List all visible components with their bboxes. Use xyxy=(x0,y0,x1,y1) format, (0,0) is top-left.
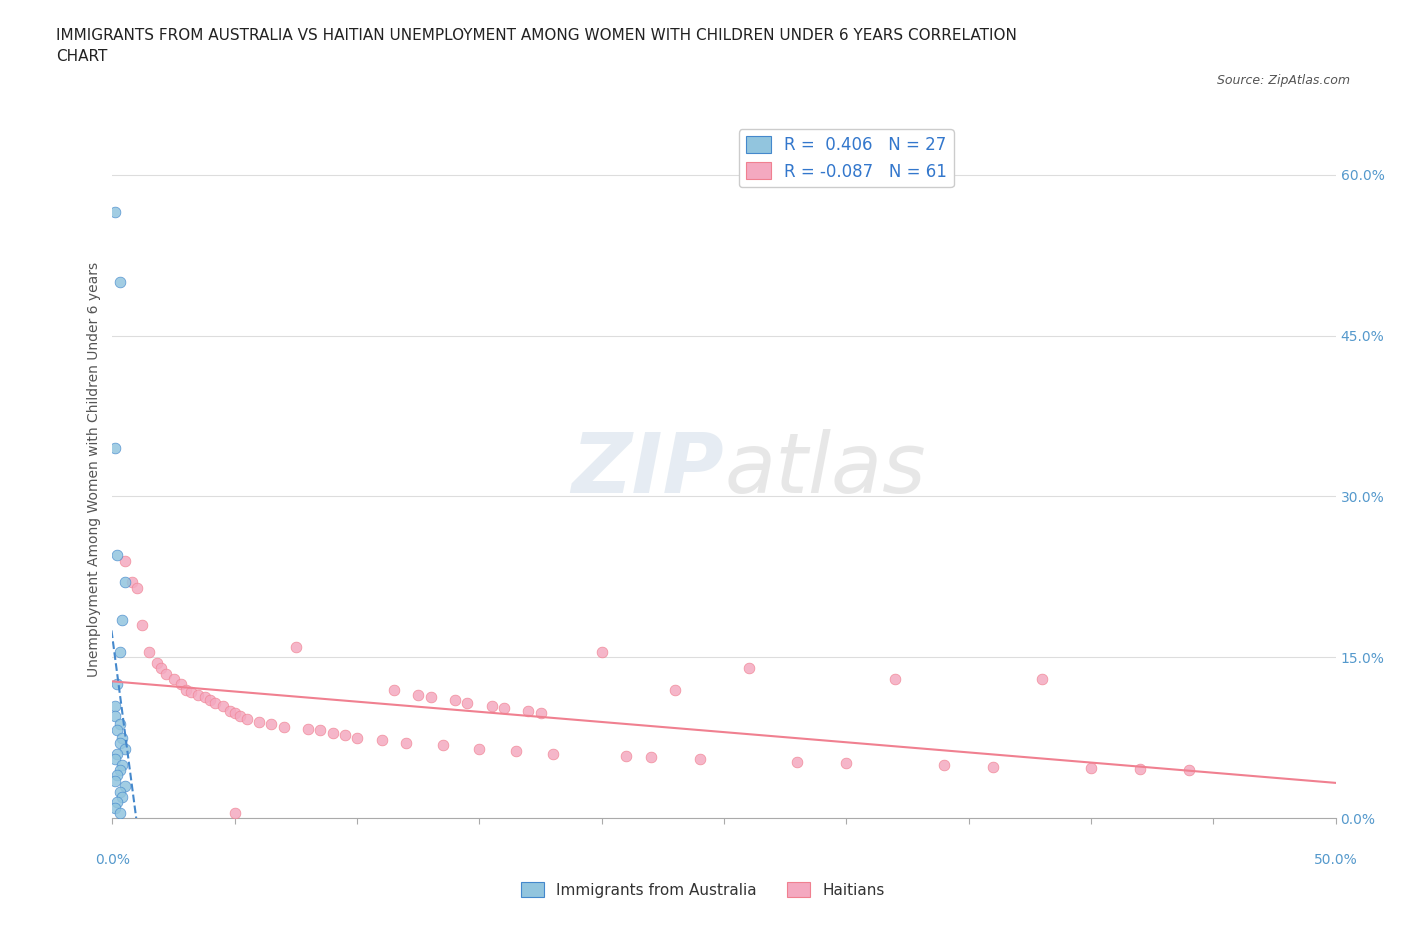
Point xyxy=(309,723,332,737)
Point xyxy=(200,693,222,708)
Point xyxy=(111,757,134,772)
Point xyxy=(529,706,551,721)
Point xyxy=(664,683,686,698)
Point xyxy=(108,805,131,820)
Point xyxy=(211,698,233,713)
Text: atlas: atlas xyxy=(724,429,925,511)
Point xyxy=(934,757,956,772)
Point xyxy=(170,677,193,692)
Point xyxy=(104,441,127,456)
Text: 0.0%: 0.0% xyxy=(96,854,129,868)
Point xyxy=(105,747,128,762)
Text: Source: ZipAtlas.com: Source: ZipAtlas.com xyxy=(1216,74,1350,87)
Point xyxy=(835,755,858,770)
Point xyxy=(108,644,131,659)
Point xyxy=(187,687,209,702)
Point xyxy=(145,656,167,671)
Point xyxy=(104,800,127,815)
Point xyxy=(138,644,160,659)
Point xyxy=(786,754,808,769)
Point xyxy=(370,733,392,748)
Point xyxy=(108,784,131,799)
Point xyxy=(180,684,202,699)
Point xyxy=(104,698,127,713)
Point xyxy=(456,695,478,710)
Point xyxy=(105,677,128,692)
Point xyxy=(131,618,153,632)
Point xyxy=(114,553,136,568)
Point xyxy=(228,709,250,724)
Point xyxy=(247,714,270,729)
Point xyxy=(492,700,515,715)
Point xyxy=(444,693,467,708)
Point xyxy=(591,644,613,659)
Text: ZIP: ZIP xyxy=(571,429,724,511)
Point xyxy=(104,205,127,219)
Text: 50.0%: 50.0% xyxy=(1313,854,1358,868)
Point xyxy=(150,660,173,675)
Point xyxy=(737,660,759,675)
Legend: Immigrants from Australia, Haitians: Immigrants from Australia, Haitians xyxy=(515,875,891,904)
Point xyxy=(108,274,131,289)
Point xyxy=(419,690,441,705)
Point xyxy=(104,774,127,789)
Point xyxy=(1031,671,1053,686)
Point xyxy=(689,752,711,767)
Point xyxy=(125,580,148,595)
Point xyxy=(1178,763,1201,777)
Point xyxy=(155,666,177,681)
Point xyxy=(219,704,242,719)
Point xyxy=(224,805,246,820)
Point xyxy=(104,709,127,724)
Point xyxy=(884,671,907,686)
Point xyxy=(108,763,131,777)
Point xyxy=(517,704,540,719)
Point xyxy=(333,727,356,742)
Point xyxy=(395,736,418,751)
Point xyxy=(468,741,491,756)
Point xyxy=(224,706,246,721)
Point xyxy=(432,738,454,753)
Point xyxy=(111,613,134,628)
Point xyxy=(408,687,430,702)
Point xyxy=(114,741,136,756)
Point xyxy=(273,720,295,735)
Point xyxy=(111,730,134,745)
Point xyxy=(194,690,217,705)
Y-axis label: Unemployment Among Women with Children Under 6 years: Unemployment Among Women with Children U… xyxy=(87,262,101,677)
Point xyxy=(284,639,308,654)
Point xyxy=(105,548,128,563)
Point xyxy=(382,683,405,698)
Point xyxy=(640,750,662,764)
Point xyxy=(505,743,527,758)
Point xyxy=(105,723,128,737)
Point xyxy=(481,698,503,713)
Point xyxy=(204,695,226,710)
Point xyxy=(105,768,128,783)
Point xyxy=(114,778,136,793)
Point xyxy=(260,716,283,731)
Point xyxy=(105,795,128,810)
Point xyxy=(322,725,344,740)
Point xyxy=(111,790,134,804)
Point xyxy=(108,736,131,751)
Point xyxy=(121,575,143,590)
Point xyxy=(541,747,564,762)
Point xyxy=(104,752,127,767)
Point xyxy=(346,730,368,745)
Point xyxy=(174,683,197,698)
Legend: R =  0.406   N = 27, R = -0.087   N = 61: R = 0.406 N = 27, R = -0.087 N = 61 xyxy=(740,129,953,187)
Point xyxy=(614,749,637,764)
Point xyxy=(163,671,186,686)
Text: IMMIGRANTS FROM AUSTRALIA VS HAITIAN UNEMPLOYMENT AMONG WOMEN WITH CHILDREN UNDE: IMMIGRANTS FROM AUSTRALIA VS HAITIAN UNE… xyxy=(56,28,1017,64)
Point xyxy=(114,575,136,590)
Point xyxy=(297,722,319,737)
Point xyxy=(236,711,259,726)
Point xyxy=(1080,761,1102,776)
Point xyxy=(981,760,1004,775)
Point xyxy=(108,716,131,731)
Point xyxy=(1129,762,1152,777)
